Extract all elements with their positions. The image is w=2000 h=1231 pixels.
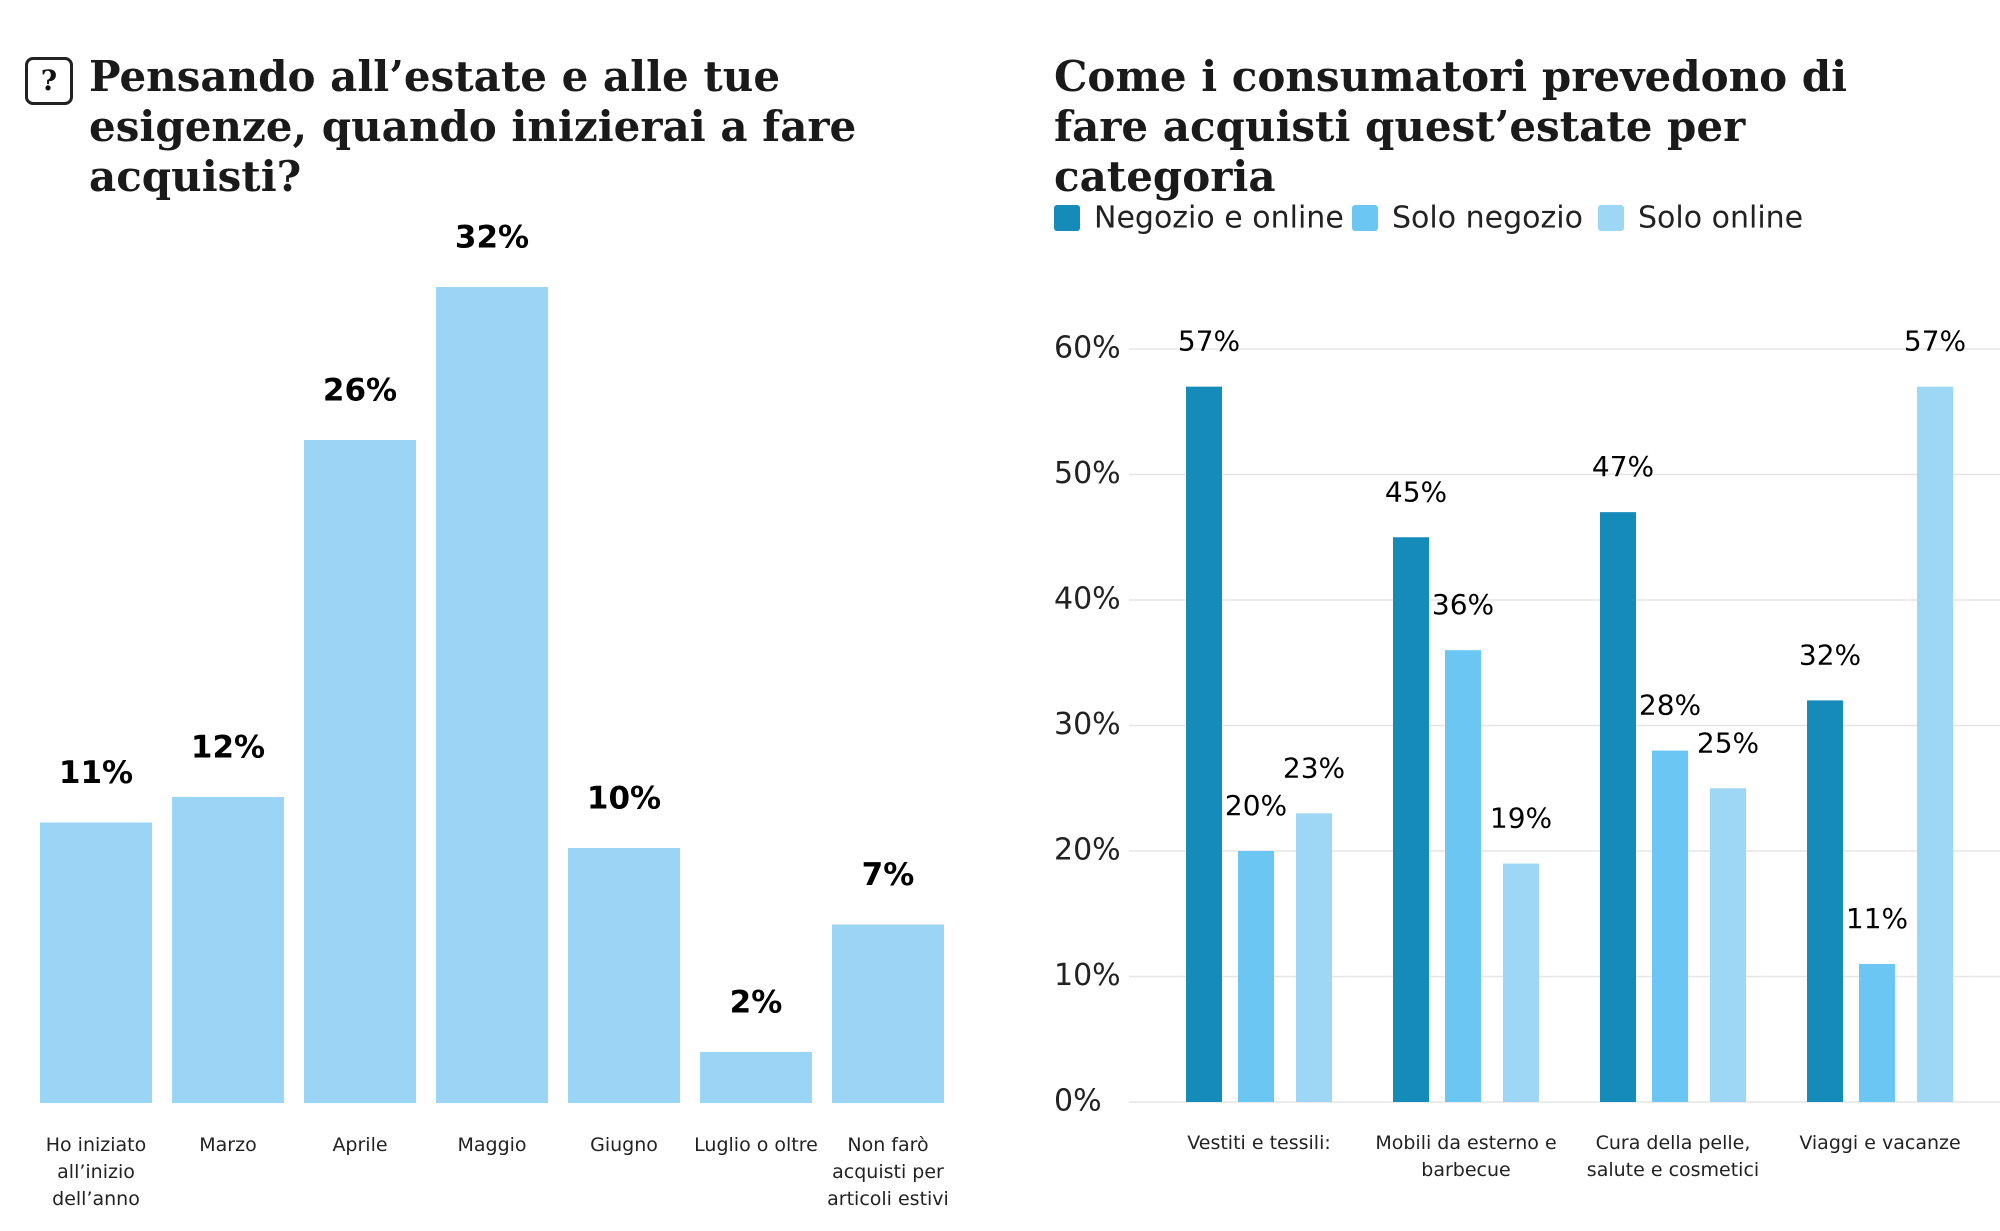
- x-tick-label: Non farò acquisti per articoli estivi: [827, 1134, 949, 1210]
- bar: [436, 287, 548, 1103]
- bar: [40, 822, 152, 1103]
- x-tick-label: Ho iniziato all’inizio dell’anno: [45, 1134, 147, 1210]
- bar: [1186, 386, 1222, 1102]
- value-label: 57%: [1178, 325, 1240, 358]
- y-tick-label: 30%: [1054, 707, 1121, 742]
- chart-title: Pensando all’estate e alle tue esigenze,…: [89, 52, 857, 201]
- x-tick-label: Aprile: [332, 1134, 388, 1156]
- value-label: 20%: [1225, 789, 1287, 822]
- bar: [172, 797, 284, 1103]
- value-label: 12%: [191, 730, 265, 766]
- y-tick-label: 50%: [1054, 456, 1121, 491]
- x-tick-label: Marzo: [199, 1134, 257, 1156]
- value-label: 32%: [455, 220, 529, 256]
- bar: [1296, 813, 1332, 1102]
- y-tick-label: 60%: [1054, 331, 1121, 366]
- question-icon: ?: [25, 57, 73, 105]
- bar: [1238, 851, 1274, 1102]
- x-tick-label: Maggio: [457, 1134, 527, 1156]
- x-tick-label: Viaggi e vacanze: [1799, 1132, 1961, 1154]
- bar: [568, 848, 680, 1103]
- value-label: 26%: [323, 373, 397, 409]
- value-label: 11%: [1846, 902, 1908, 935]
- bar: [1917, 386, 1953, 1102]
- y-tick-label: 0%: [1054, 1084, 1102, 1119]
- bar: [1652, 750, 1688, 1102]
- bar: [832, 924, 944, 1103]
- chart-title: Come i consumatori prevedono di fare acq…: [1054, 52, 1848, 201]
- value-label: 57%: [1904, 325, 1966, 358]
- bar: [1710, 788, 1746, 1102]
- value-label: 19%: [1490, 802, 1552, 835]
- value-label: 2%: [730, 985, 783, 1021]
- legend-swatch: [1352, 205, 1378, 231]
- x-tick-label: Luglio o oltre: [694, 1134, 818, 1156]
- x-tick-label: Mobili da esterno e barbecue: [1375, 1132, 1557, 1181]
- bar: [1859, 963, 1895, 1102]
- x-tick-label: Giugno: [590, 1134, 658, 1156]
- y-tick-label: 10%: [1054, 958, 1121, 993]
- bar: [700, 1052, 812, 1103]
- bar: [1807, 700, 1843, 1102]
- bar: [1445, 650, 1481, 1102]
- legend-swatch: [1598, 205, 1624, 231]
- bar: [304, 440, 416, 1103]
- bar: [1393, 537, 1429, 1102]
- value-label: 10%: [587, 781, 661, 817]
- bar: [1503, 863, 1539, 1102]
- y-tick-label: 20%: [1054, 833, 1121, 868]
- bar: [1600, 512, 1636, 1102]
- value-label: 25%: [1697, 726, 1759, 759]
- value-label: 47%: [1592, 450, 1654, 483]
- value-label: 45%: [1385, 475, 1447, 508]
- x-tick-label: Vestiti e tessili:: [1187, 1132, 1331, 1154]
- y-tick-label: 40%: [1054, 582, 1121, 617]
- legend-label: Solo online: [1638, 201, 1803, 236]
- value-label: 28%: [1639, 689, 1701, 722]
- legend-swatch: [1054, 205, 1080, 231]
- value-label: 36%: [1432, 588, 1494, 621]
- value-label: 23%: [1283, 751, 1345, 784]
- x-tick-label: Cura della pelle, salute e cosmetici: [1586, 1132, 1760, 1181]
- value-label: 11%: [59, 755, 133, 791]
- legend-label: Negozio e online: [1094, 201, 1344, 236]
- value-label: 7%: [862, 857, 915, 893]
- value-label: 32%: [1799, 638, 1861, 671]
- legend-label: Solo negozio: [1392, 201, 1583, 236]
